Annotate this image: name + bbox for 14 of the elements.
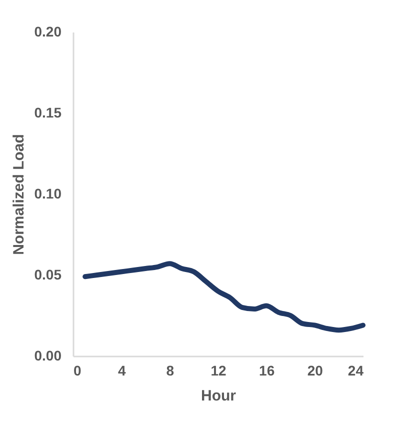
y-tick-label: 0.15 — [34, 104, 62, 120]
y-tick-label: 0.20 — [34, 24, 62, 40]
x-tick-label: 4 — [118, 362, 126, 378]
x-tick-label: 20 — [307, 362, 324, 378]
x-tick-label: 8 — [166, 362, 174, 378]
y-tick-label: 0.10 — [34, 186, 62, 202]
x-tick-label: 16 — [259, 362, 275, 378]
x-tick-label: 0 — [74, 362, 82, 378]
x-axis-title: Hour — [201, 388, 236, 404]
x-tick-label: 24 — [348, 362, 364, 378]
y-tick-label: 0.05 — [34, 266, 62, 282]
x-tick-label: 12 — [210, 362, 226, 378]
y-tick-label: 0.00 — [34, 348, 62, 364]
y-axis-title: Normalized Load — [10, 134, 28, 255]
